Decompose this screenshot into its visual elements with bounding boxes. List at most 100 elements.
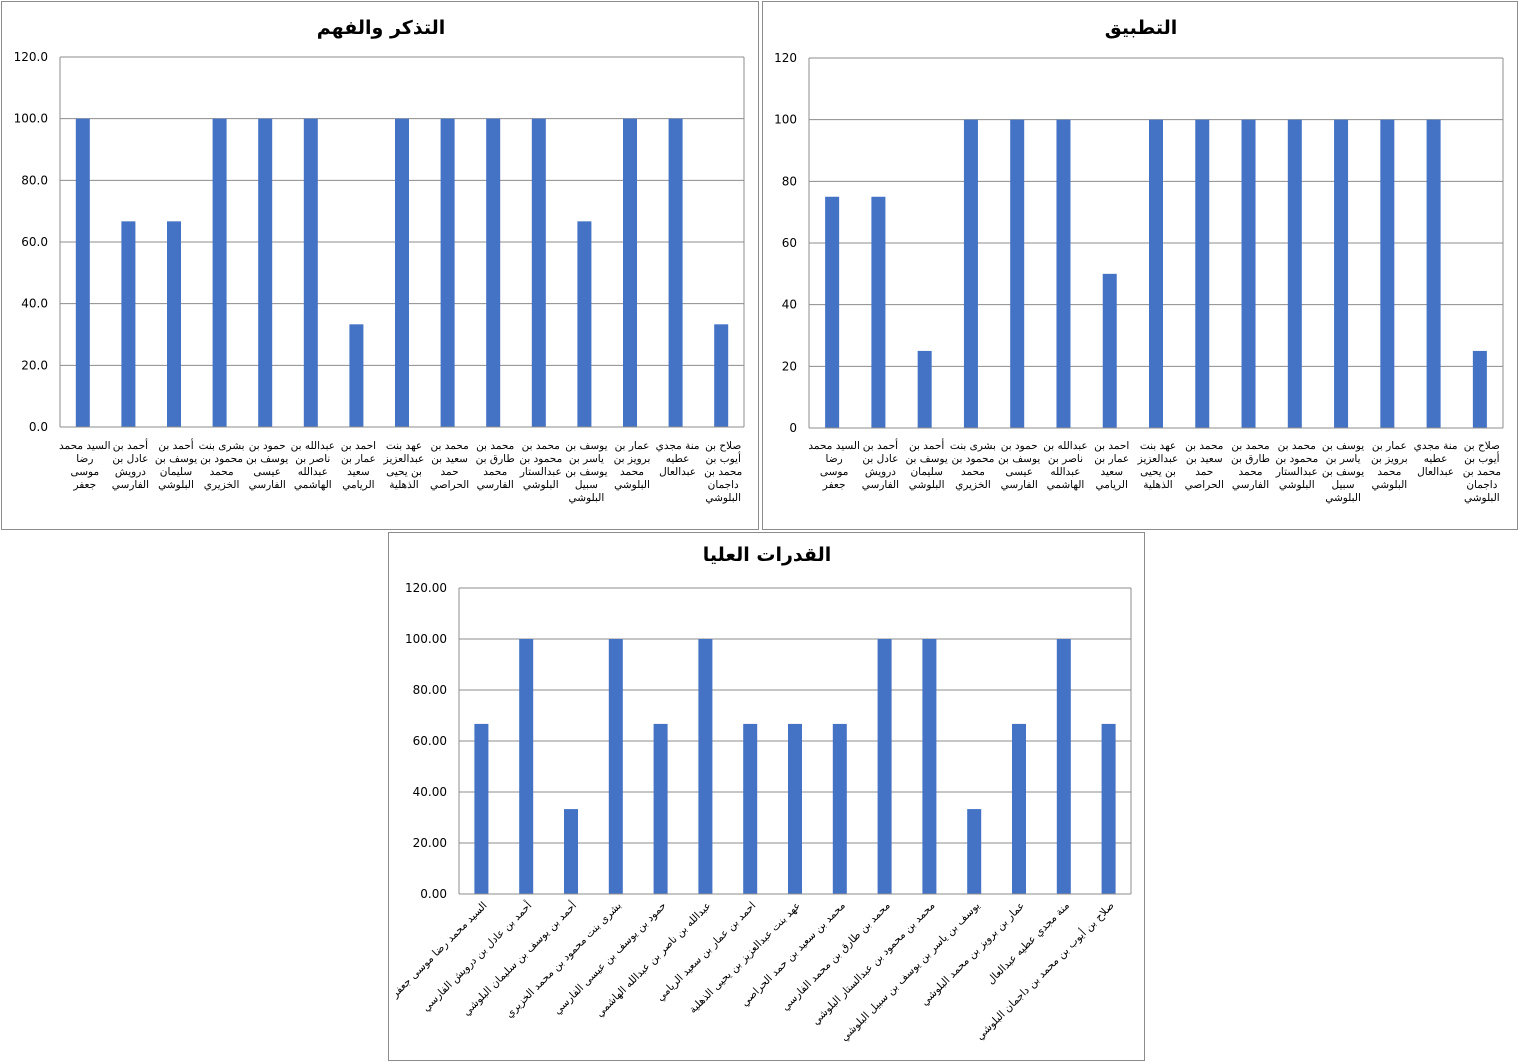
- bar: [1056, 119, 1071, 429]
- category-label: يوسف بن ياسر بن يوسف بن سبيل البلوشي: [1322, 440, 1364, 504]
- bar: [258, 118, 273, 428]
- bar: [788, 723, 802, 894]
- bar: [668, 118, 683, 428]
- bar: [1012, 723, 1026, 894]
- category-label: بشرى بنت محمود بن محمد الخزيري: [950, 440, 996, 491]
- y-tick-label: 0: [789, 421, 797, 435]
- chart-panel-remember-understand: التذكر والفهم 0.0 20.0 40.0 60.0 80.0 100.0 120…: [1, 1, 759, 530]
- bar: [825, 196, 840, 428]
- bar: [486, 118, 501, 428]
- chart-title: التطبيق: [1105, 17, 1178, 39]
- category-label: أحمد بن يوسف بن سليمان البلوشي: [155, 438, 197, 491]
- bar: [623, 118, 637, 428]
- y-tick-label: 0.00: [420, 887, 447, 901]
- chart-panel-higher-abilities: القدرات العليا 0.00 20.00 40.00 60.00 80.00 10…: [388, 532, 1145, 1061]
- y-tick-label: 20.00: [413, 836, 447, 850]
- y-tick-label: 40: [782, 298, 797, 312]
- bar: [967, 809, 982, 894]
- category-label: احمد بن عمار بن سعيد الريامي: [341, 440, 376, 491]
- bar: [871, 196, 886, 428]
- y-tick-label: 120.00: [405, 581, 447, 595]
- y-tick-label: 60.0: [21, 235, 48, 249]
- y-tick-label: 100.0: [14, 112, 48, 126]
- bar: [922, 639, 937, 894]
- bar: [1380, 119, 1395, 429]
- category-label: محمد بن سعيد بن حمد الحراصي: [430, 440, 469, 491]
- category-label: أحمد بن عادل بن درويش الفارسي: [862, 438, 899, 491]
- bar: [303, 118, 318, 428]
- category-label: صلاح بن أيوب بن محمد بن داجمان البلوشي: [704, 440, 743, 504]
- y-tick-label: 40.0: [21, 297, 48, 311]
- y-tick-label: 120.0: [14, 50, 48, 64]
- category-label: منة مجدي عطيه عبدالعال: [985, 899, 1072, 986]
- y-tick-label: 80.0: [21, 173, 48, 187]
- y-tick-label: 60.00: [413, 734, 447, 748]
- y-tick-label: 120: [774, 51, 797, 65]
- bar: [167, 221, 181, 427]
- bar: [1241, 119, 1256, 429]
- category-label: محمد بن طارق بن محمد الفارسي: [476, 440, 516, 491]
- chart-higher-abilities: القدرات العليا 0.00 20.00 40.00 60.00 80.00 10…: [389, 544, 1132, 1044]
- bar: [531, 118, 546, 428]
- bar: [714, 324, 729, 427]
- y-tick-label: 40.00: [413, 785, 447, 799]
- category-label: منة مجدي عطيه عبدالعال: [1414, 440, 1458, 478]
- category-label: عهد بنت عبدالعزيز بن يحيى الذهلية: [1137, 440, 1179, 491]
- chart-title: التذكر والفهم: [317, 17, 445, 39]
- bar: [577, 221, 592, 427]
- category-label: محمد بن محمود بن عبدالستار البلوشي: [1275, 440, 1319, 491]
- bar: [121, 221, 136, 427]
- y-tick-label: 20: [782, 359, 797, 373]
- category-label: محمد بن محمود بن عبدالستار البلوشي: [519, 440, 563, 491]
- bar: [1287, 119, 1302, 429]
- category-label: السيد محمد رضا موسى جعفر: [59, 440, 111, 491]
- category-label: صلاح بن أيوب بن محمد بن داجمان البلوشي: [1463, 440, 1502, 504]
- category-label: محمد بن طارق بن محمد الفارسي: [1231, 440, 1271, 491]
- bar: [75, 118, 90, 428]
- category-label: احمد بن عمار بن سعيد الريامي: [1094, 440, 1129, 491]
- bar: [1426, 119, 1441, 429]
- bar: [564, 809, 578, 894]
- category-label: عبدالله بن ناصر بن عبدالله الهاشمي: [291, 440, 335, 491]
- bar: [395, 118, 409, 428]
- category-label: بشرى بنت محمود بن محمد الخزيري: [199, 440, 245, 491]
- bar: [1472, 350, 1487, 428]
- category-label: أحمد بن عادل بن درويش الفارسي: [112, 438, 149, 491]
- y-tick-label: 80.00: [413, 683, 447, 697]
- category-label: منة مجدي عطيه عبدالعال: [656, 440, 700, 478]
- bar: [1334, 119, 1349, 429]
- bar: [917, 350, 932, 428]
- chart-panel-application: التطبيق 0 20 40 60 80 100 120 السيد محمد رضا موسى ج…: [762, 1, 1518, 530]
- bar: [440, 118, 455, 428]
- y-tick-label: 0.0: [29, 420, 48, 434]
- bar: [877, 639, 892, 894]
- bar: [963, 119, 978, 429]
- bar: [1102, 273, 1117, 428]
- bar: [349, 324, 364, 427]
- category-label: حمود بن يوسف بن عيسى الفارسي: [998, 440, 1040, 491]
- bar: [698, 639, 713, 894]
- category-label: عبدالله بن ناصر بن عبدالله الهاشمي: [1043, 440, 1087, 491]
- bar: [1056, 639, 1071, 894]
- bar: [1195, 119, 1210, 429]
- category-label: السيد محمد رضا موسى جعفر: [808, 440, 860, 491]
- category-label: عهد بنت عبدالعزيز بن يحيى الذهلية: [383, 440, 425, 491]
- y-tick-label: 80: [782, 174, 797, 188]
- bar: [653, 723, 668, 894]
- bar: [743, 723, 758, 894]
- y-tick-label: 60: [782, 236, 797, 250]
- bar: [832, 723, 847, 894]
- chart-remember-understand: التذكر والفهم 0.0 20.0 40.0 60.0 80.0 100.0 120…: [14, 17, 745, 504]
- category-label: محمد بن سعيد بن حمد الحراصي: [1185, 440, 1224, 491]
- bar: [1149, 119, 1163, 429]
- bar: [1010, 119, 1025, 429]
- bar: [212, 118, 227, 428]
- bar: [519, 639, 534, 894]
- category-label: أحمد بن يوسف بن سليمان البلوشي: [906, 438, 948, 491]
- chart-application: التطبيق 0 20 40 60 80 100 120 السيد محمد رضا موسى ج…: [774, 17, 1504, 504]
- category-label: حمود بن يوسف بن عيسى الفارسي: [246, 440, 288, 491]
- bar: [474, 723, 489, 894]
- category-label: يوسف بن ياسر بن يوسف بن سبيل البلوشي: [565, 440, 607, 504]
- bar: [608, 639, 623, 894]
- category-label: عمار بن برويز بن محمد البلوشي: [1371, 440, 1408, 491]
